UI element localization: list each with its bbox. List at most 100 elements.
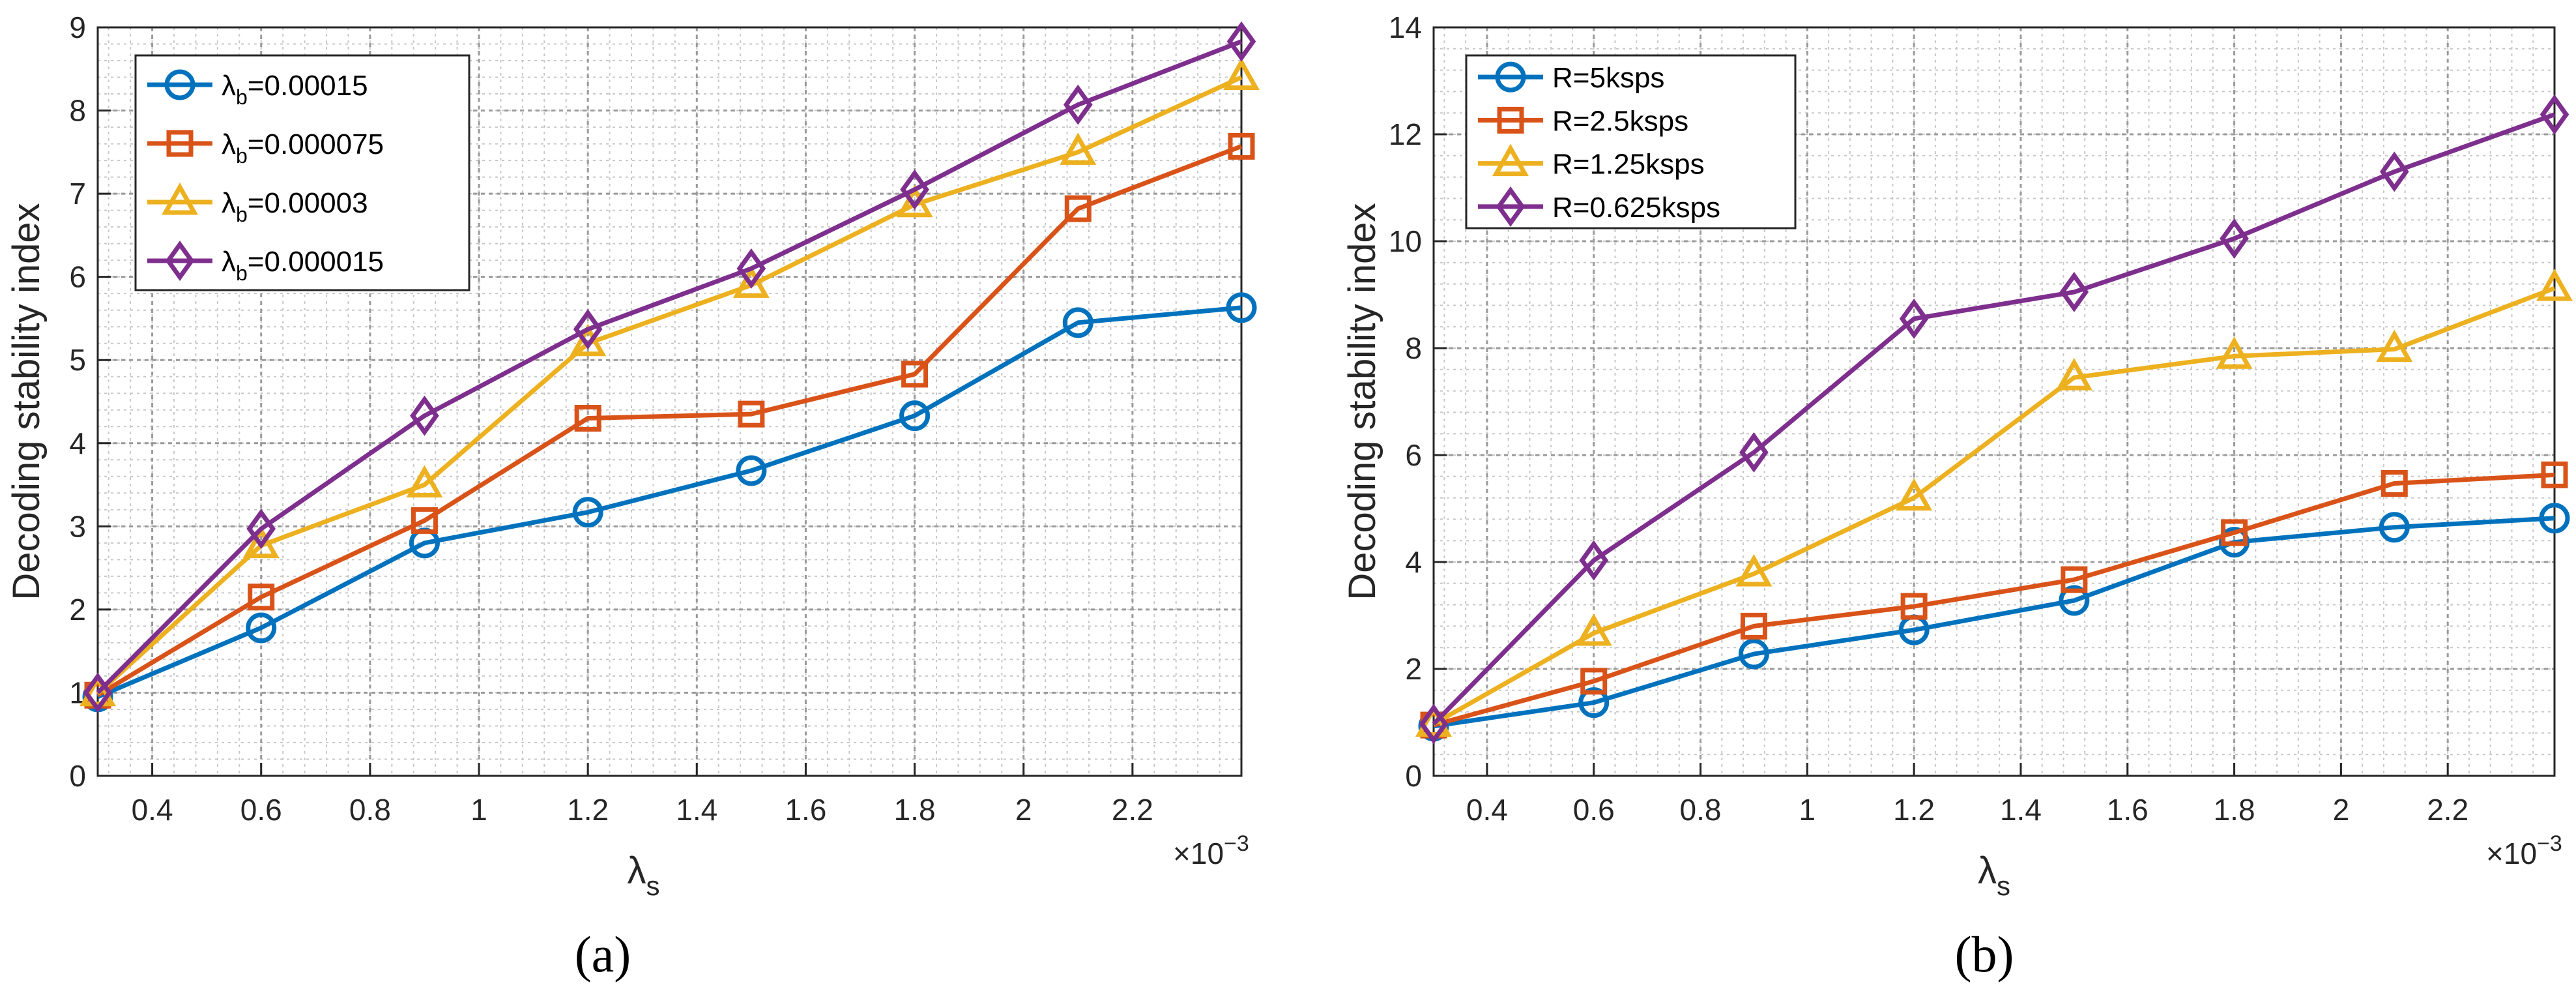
- panel-b-xtick-label: 0.6: [1573, 793, 1615, 827]
- panel-a-series-3-point: [410, 395, 439, 436]
- panel-a-series-1-point: [1064, 195, 1092, 222]
- panel-a-x-exponent-base: ×10: [1173, 836, 1224, 870]
- panel-a-series-1-point: [738, 400, 765, 428]
- panel-b-legend-label-1: R=2.5ksps: [1552, 105, 1688, 137]
- panel-a-series-2-point: [896, 185, 933, 218]
- panel-b-series-3-line: [1432, 112, 2556, 726]
- panel-a: 0.4 0.6 0.8 1 1.2 1.4 1.6 1.8 2 2.20123456789×10−…: [5, 10, 1260, 983]
- panel-a-series-2-line: [96, 75, 1243, 696]
- panel-b-series-3-point: [1419, 703, 1449, 745]
- panel-a-legend-label-0: λb=0.00015: [222, 70, 368, 109]
- panel-b-series-1-point: [1580, 668, 1608, 695]
- panel-b-series-2-point: [1896, 478, 1933, 511]
- panel-b-ytick-label: 0: [1405, 759, 1422, 793]
- panel-b-series-0-point: [1578, 687, 1610, 718]
- panel-a-series-0-point: [1226, 292, 1257, 323]
- panel-b-series-3-point: [1579, 540, 1609, 581]
- panel-a-ytick-label: 0: [69, 759, 86, 793]
- panel-a-xtick-label: 0.4: [132, 793, 173, 827]
- panel-b-series-2-point: [1575, 613, 1612, 646]
- panel-a-legend-label-1-symbol: λ: [222, 128, 236, 160]
- panel-a-series-2-point: [732, 265, 770, 298]
- panel-a-series-3-point: [83, 672, 113, 713]
- panel-a-legend-label-3-sub: b: [236, 261, 248, 285]
- panel-b-xlabel: λs: [1978, 850, 2010, 901]
- panel-a-legend-label-3-value: =0.000015: [248, 246, 384, 278]
- panel-b-axes-box: [1432, 26, 2556, 777]
- panel-b-legend: R=5ksps R=2.5ksps R=1.25ksps R=0.625ksps: [1465, 54, 1797, 229]
- panel-a-legend: λb=0.00015λb=0.000075λb=0.00003λb=0.0000…: [134, 54, 470, 291]
- panel-a-xtick-label: 1.8: [894, 793, 936, 827]
- panel-b-series-1-point: [1900, 593, 1928, 620]
- panel-a-series-3-point: [573, 309, 603, 350]
- panel-b-series-3-point: [1899, 298, 1929, 339]
- panel-a-xtick-label: 0.8: [349, 793, 391, 827]
- panel-a-legend-label-2: λb=0.00003: [222, 187, 368, 226]
- panel-a-series-1-point: [1228, 132, 1255, 160]
- panel-a-series-1-point: [411, 507, 438, 534]
- panel-a-legend-marker-2: [162, 182, 198, 215]
- panel-b-series-2: [1415, 269, 2573, 737]
- panel-b-series-2-point: [2376, 329, 2413, 362]
- panel-b-ytick-label: 2: [1405, 652, 1422, 686]
- panel-b-series-1-point: [1740, 612, 1767, 640]
- panel-b-ytick-label: 12: [1389, 117, 1422, 151]
- panel-a-legend-label-2-value: =0.00003: [248, 187, 368, 219]
- panel-b-series-2-point: [2055, 357, 2092, 391]
- panel-b-xtick-label: 1.4: [2000, 793, 2042, 827]
- panel-a-ytick-label: 5: [69, 343, 86, 377]
- panel-a-ytick-label: 4: [69, 426, 86, 460]
- panel-a-legend-label-1: λb=0.000075: [222, 128, 384, 168]
- panel-b-xtick-label: 0.8: [1680, 793, 1722, 827]
- panel-a-legend-label-2-sub: b: [236, 203, 248, 226]
- panel-a-legend-label-0-symbol: λ: [222, 70, 236, 102]
- panel-a-axes-box: [96, 26, 1243, 777]
- panel-b-series-2-point: [2216, 336, 2253, 369]
- panel-a-series-2: [80, 57, 1260, 707]
- panel-b-legend-label-0: R=5ksps: [1552, 62, 1664, 94]
- panel-a-series-1-point: [248, 584, 275, 611]
- panel-a-ytick-label: 2: [69, 593, 86, 627]
- panel-b-legend-marker-1: [1497, 106, 1524, 134]
- panel-b-legend-label-2: R=1.25ksps: [1552, 149, 1705, 181]
- panel-a-xlabel-sub: s: [646, 870, 660, 901]
- panel-a-legend-label-0-sub: b: [236, 85, 248, 109]
- panel-b: 0.4 0.6 0.8 1 1.2 1.4 1.6 1.8 2 2.2 0 2 4 6 8 10 12 14 ×10…: [1341, 10, 2573, 983]
- panel-a-ytick-label: 8: [69, 94, 86, 128]
- panel-a-ytick-label: 3: [69, 509, 86, 543]
- panel-a-ytick-label: 6: [69, 260, 86, 294]
- panel-b-xtick-label: 2: [2333, 793, 2350, 827]
- panel-b-series-2-point: [2536, 269, 2573, 301]
- panel-b-series-3-point: [2540, 94, 2569, 135]
- panel-a-series-3-point: [1226, 21, 1256, 62]
- panel-a-xlabel: λs: [628, 850, 660, 901]
- panel-a-ytick-label: 7: [69, 177, 86, 211]
- panel-a-series-1-point: [574, 405, 601, 432]
- panel-b-series-2-line: [1432, 286, 2556, 726]
- panel-a-series-2-point: [570, 323, 607, 357]
- panel-b-xtick-label: 1: [1799, 793, 1816, 827]
- panel-b-x-exponent: ×10−3: [2486, 831, 2562, 870]
- panel-a-legend-label-1-sub: b: [236, 144, 248, 168]
- panel-b-series-3-point: [2059, 271, 2089, 312]
- panel-a-series-0-point: [1062, 307, 1093, 338]
- panel-b-series-1-point: [2381, 469, 2408, 497]
- panel-b-xlabel-sub: s: [1997, 870, 2010, 901]
- panel-a-series-2-point: [1223, 57, 1260, 91]
- panel-b-xtick-label: 1.8: [2214, 793, 2255, 827]
- panel-b-ytick-label: 14: [1389, 10, 1422, 44]
- panel-b-series-0-point: [1738, 638, 1769, 670]
- panel-a-legend-label-2-symbol: λ: [222, 187, 236, 219]
- panel-b-ytick-label: 4: [1405, 545, 1422, 579]
- panel-b-ylabel: Decoding stability index: [1341, 203, 1383, 600]
- panel-a-xlabel-main: λ: [628, 850, 646, 892]
- panel-b-legend-label-3: R=0.625ksps: [1552, 192, 1720, 224]
- panel-b-series-0-line: [1433, 516, 2555, 729]
- panel-b-xtick-label: 0.4: [1466, 793, 1508, 827]
- panel-a-x-exponent-power: −3: [1224, 831, 1249, 856]
- panel-a-series-0-point: [246, 612, 277, 643]
- panel-a-series-1-line: [96, 144, 1243, 698]
- panel-a-series-0-point: [736, 455, 767, 486]
- panel-b-series-1-line: [1433, 472, 2555, 728]
- panel-a-series-2-point: [80, 673, 116, 707]
